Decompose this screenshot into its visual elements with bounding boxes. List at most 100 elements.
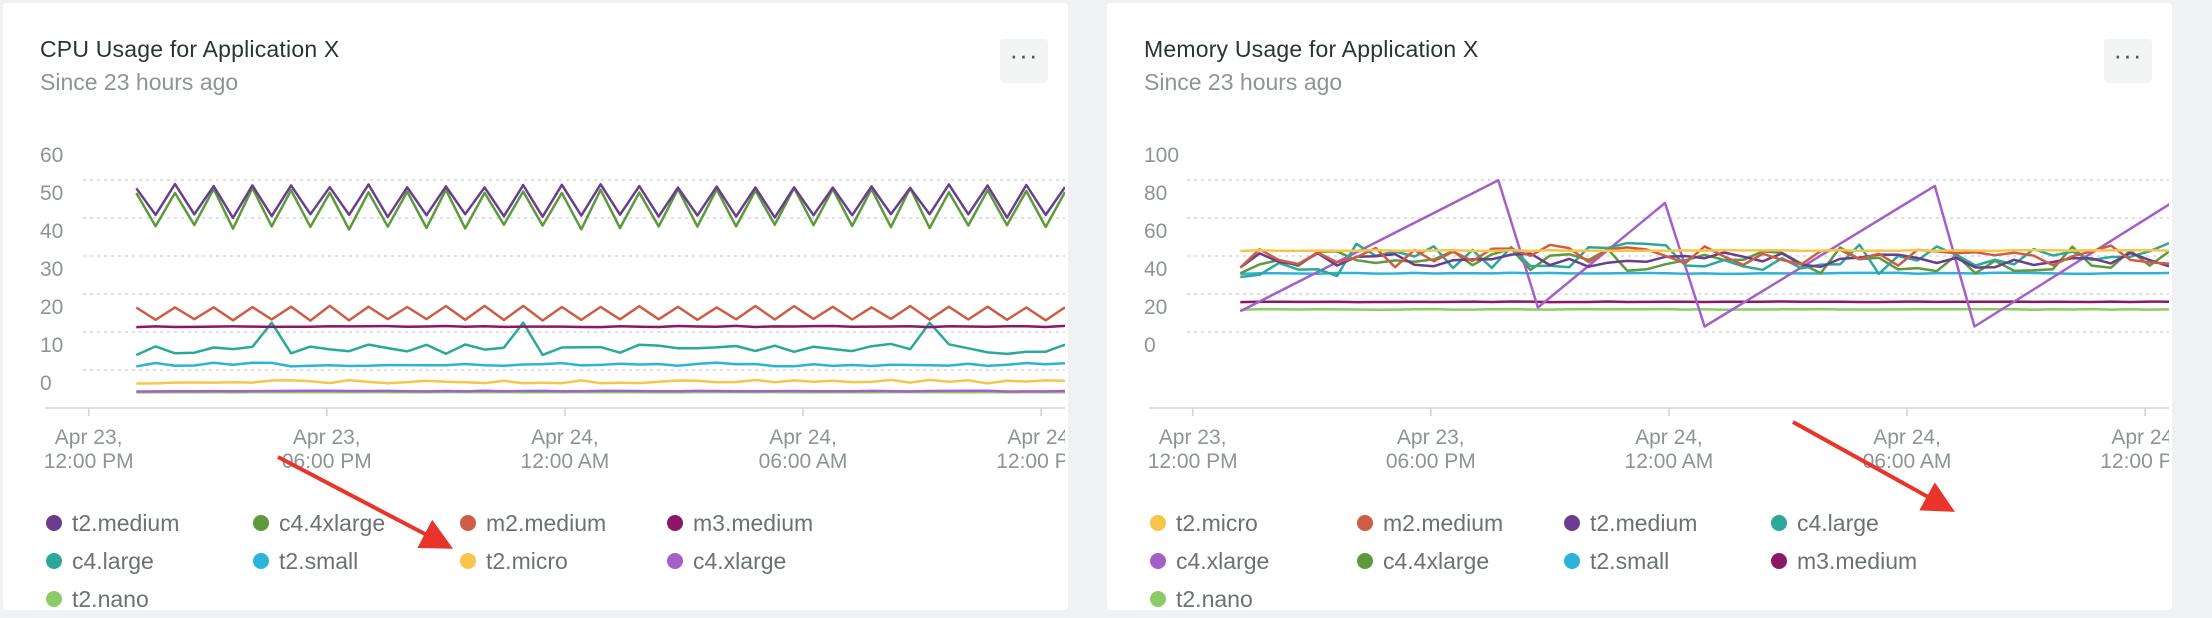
legend-item[interactable]: c4.xlarge (1150, 546, 1357, 576)
legend-item[interactable]: t2.nano (1150, 584, 1357, 614)
legend-label: t2.nano (72, 585, 149, 612)
x-tick-label: 12:00 PM (2100, 450, 2172, 473)
x-tick-label: Apr 23, (1397, 426, 1465, 449)
legend-item[interactable]: m2.medium (1357, 508, 1564, 538)
legend-swatch-icon (46, 591, 62, 607)
legend-label: c4.large (1797, 509, 1879, 536)
x-tick-label: Apr 24, (1873, 426, 1941, 449)
y-tick-label: 80 (1144, 182, 1167, 205)
legend-swatch-icon (1357, 515, 1373, 531)
legend-swatch-icon (253, 515, 269, 531)
y-tick-label: 100 (1144, 144, 1179, 167)
legend-item[interactable]: t2.nano (46, 584, 253, 614)
series-line-m3-medium[interactable] (1240, 300, 2169, 304)
legend-label: t2.small (279, 547, 359, 574)
legend-item[interactable]: t2.small (253, 546, 460, 576)
series-line-t2-small[interactable] (136, 361, 1065, 368)
x-tick-label: Apr 23, (55, 426, 123, 449)
x-tick-label: 12:00 PM (1148, 450, 1238, 473)
legend-label: c4.xlarge (1176, 547, 1270, 574)
y-tick-label: 20 (40, 296, 63, 319)
legend-item[interactable]: t2.small (1564, 546, 1771, 576)
panel-subtitle: Since 23 hours ago (40, 69, 239, 95)
series-line-m2-medium[interactable] (135, 304, 1065, 322)
series-line-c4-xlarge[interactable] (136, 389, 1065, 393)
x-tick-label: Apr 24, (1635, 426, 1703, 449)
y-tick-label: 50 (40, 182, 63, 205)
legend-label: t2.micro (486, 547, 568, 574)
legend-swatch-icon (667, 515, 683, 531)
legend-item[interactable]: t2.micro (460, 546, 667, 576)
more-options-button[interactable]: ··· (1000, 39, 1048, 83)
legend-label: c4.large (72, 547, 154, 574)
x-tick-label: 06:00 PM (282, 450, 372, 473)
y-tick-label: 40 (40, 220, 63, 243)
series-line-t2-micro[interactable] (1240, 248, 2169, 253)
x-tick-label: Apr 24, (2111, 426, 2172, 449)
x-tick-label: 06:00 AM (1863, 450, 1952, 473)
legend-label: m3.medium (1797, 547, 1918, 574)
legend-item[interactable]: c4.4xlarge (1357, 546, 1564, 576)
legend-label: t2.small (1590, 547, 1670, 574)
y-tick-label: 10 (40, 334, 63, 357)
legend-label: c4.4xlarge (279, 509, 386, 536)
legend-item[interactable]: t2.micro (1150, 508, 1357, 538)
x-tick-label: 06:00 AM (759, 450, 848, 473)
series-line-t2-micro[interactable] (136, 378, 1065, 385)
x-tick-label: Apr 24, (1007, 426, 1068, 449)
x-tick-label: 12:00 PM (996, 450, 1068, 473)
memory-usage-panel: Memory Usage for Application X Since 23 … (1107, 3, 2172, 612)
more-options-button[interactable]: ··· (2104, 39, 2152, 83)
legend-swatch-icon (1357, 553, 1373, 569)
legend-label: t2.medium (72, 509, 180, 536)
legend-item[interactable]: c4.4xlarge (253, 508, 460, 538)
legend-item[interactable]: t2.medium (1564, 508, 1771, 538)
series-line-m2-medium[interactable] (1239, 243, 2169, 269)
x-tick-label: Apr 23, (293, 426, 361, 449)
legend-item[interactable]: c4.large (1771, 508, 1978, 538)
legend-swatch-icon (460, 553, 476, 569)
legend-item[interactable]: t2.medium (46, 508, 253, 538)
series-line-t2-medium[interactable] (1239, 251, 2169, 269)
legend-swatch-icon (1564, 515, 1580, 531)
series-line-t2-nano[interactable] (1240, 307, 2169, 311)
legend-label: m3.medium (693, 509, 814, 536)
legend-label: m2.medium (1383, 509, 1504, 536)
legend-item[interactable]: m3.medium (667, 508, 874, 538)
series-line-c4-4xlarge[interactable] (1239, 245, 2169, 275)
x-tick-label: 06:00 PM (1386, 450, 1476, 473)
x-tick-label: 12:00 AM (521, 450, 610, 473)
y-tick-label: 30 (40, 258, 63, 281)
legend-label: m2.medium (486, 509, 607, 536)
legend-item[interactable]: c4.xlarge (667, 546, 874, 576)
legend-label: t2.nano (1176, 585, 1253, 612)
panel-subtitle: Since 23 hours ago (1144, 69, 1343, 95)
y-tick-label: 60 (40, 144, 63, 167)
legend-label: t2.micro (1176, 509, 1258, 536)
chart-legend: t2.micro m2.medium t2.medium c4.large c4.xla… (1150, 508, 2160, 614)
series-line-c4-large[interactable] (135, 321, 1065, 357)
legend-item[interactable]: m2.medium (460, 508, 667, 538)
series-line-c4-xlarge[interactable] (1239, 178, 2172, 328)
legend-swatch-icon (46, 515, 62, 531)
legend-item[interactable]: c4.large (46, 546, 253, 576)
cpu-usage-panel: CPU Usage for Application X Since 23 hou… (3, 3, 1068, 612)
legend-swatch-icon (1150, 591, 1166, 607)
legend-swatch-icon (1771, 553, 1787, 569)
legend-swatch-icon (460, 515, 476, 531)
x-tick-label: Apr 24, (531, 426, 599, 449)
panel-title: CPU Usage for Application X (40, 36, 340, 62)
legend-label: t2.medium (1590, 509, 1698, 536)
legend-label: c4.xlarge (693, 547, 787, 574)
legend-item[interactable]: m3.medium (1771, 546, 1978, 576)
x-tick-label: Apr 23, (1159, 426, 1227, 449)
series-line-t2-small[interactable] (1240, 271, 2169, 276)
x-tick-label: Apr 24, (769, 426, 837, 449)
legend-swatch-icon (253, 553, 269, 569)
series-line-t2-medium[interactable] (135, 182, 1065, 220)
legend-swatch-icon (1771, 515, 1787, 531)
series-line-m3-medium[interactable] (136, 324, 1065, 329)
legend-swatch-icon (46, 553, 62, 569)
